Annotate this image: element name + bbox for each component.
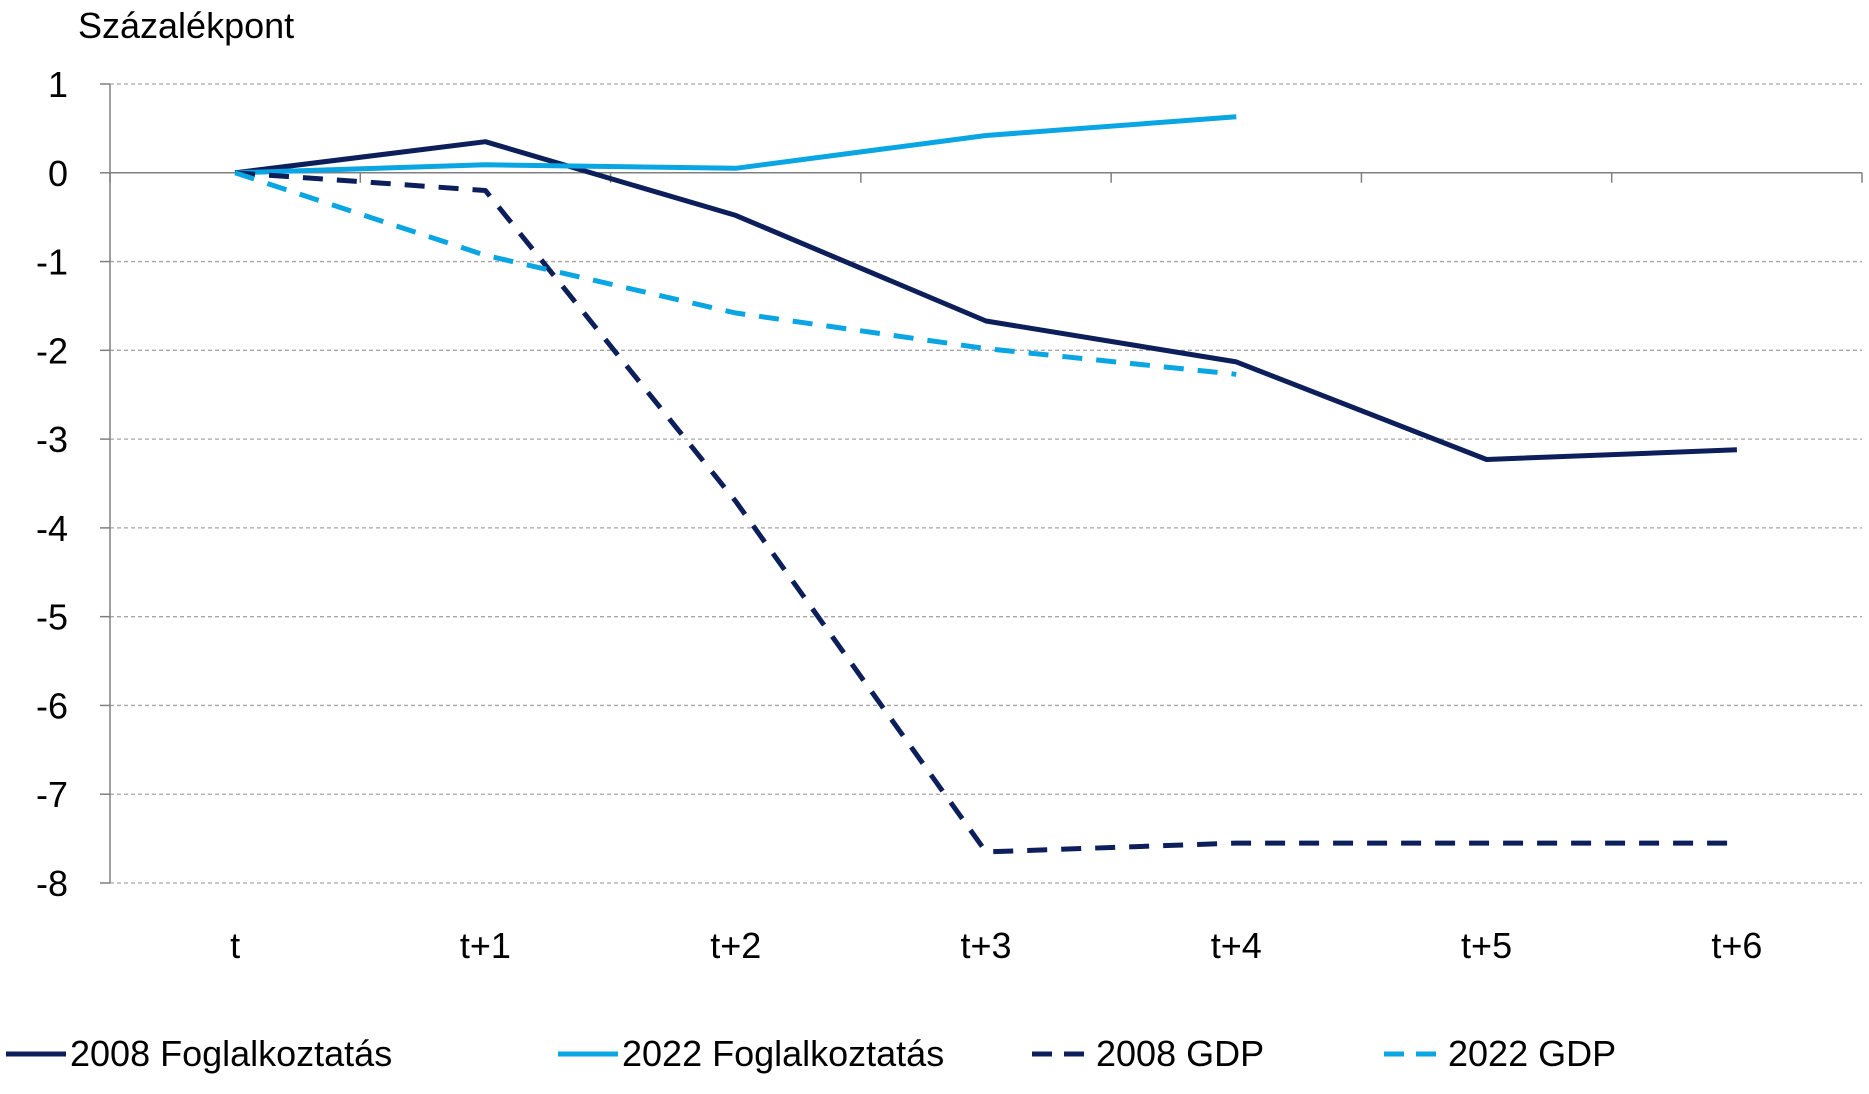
y-tick-label: -1	[36, 242, 68, 283]
axes: 1 0 -1 -2 -3 -4 -5 -6 -7 -8 t t+1 t+2 t+3 t+4 t+5 t+6	[36, 64, 1863, 966]
series-line-2008-gdp	[234, 170, 1737, 855]
y-tick-label: -4	[36, 508, 68, 549]
x-tick-label: t+4	[1211, 925, 1262, 966]
series-line-2022-foglalkoztatás	[235, 114, 1237, 176]
x-tick-label: t+1	[460, 925, 511, 966]
series-line-2022-gdp	[234, 170, 1237, 377]
legend-label: 2022 Foglalkoztatás	[622, 1033, 944, 1074]
legend: 2008 Foglalkoztatás 2022 Foglalkoztatás 20…	[6, 1033, 1616, 1074]
x-tick-label: t+5	[1461, 925, 1512, 966]
y-tick-label: -8	[36, 863, 68, 904]
y-tick-label: -6	[36, 685, 68, 726]
y-tick-label: 0	[48, 153, 68, 194]
x-tick-label: t	[230, 925, 240, 966]
gridlines	[110, 83, 1862, 884]
y-tick-label: -3	[36, 419, 68, 460]
y-tick-label: 1	[48, 64, 68, 105]
series-lines	[234, 114, 1737, 855]
series-line-2008-foglalkoztatás	[234, 139, 1737, 462]
x-tick-label: t+6	[1711, 925, 1762, 966]
legend-label: 2022 GDP	[1448, 1033, 1616, 1074]
y-axis-label: Százalékpont	[78, 5, 294, 46]
legend-label: 2008 Foglalkoztatás	[70, 1033, 392, 1074]
x-tick-label: t+2	[710, 925, 761, 966]
x-tick-label: t+3	[960, 925, 1011, 966]
y-tick-label: -7	[36, 774, 68, 815]
y-tick-label: -5	[36, 597, 68, 638]
y-tick-label: -2	[36, 330, 68, 371]
legend-label: 2008 GDP	[1096, 1033, 1264, 1074]
